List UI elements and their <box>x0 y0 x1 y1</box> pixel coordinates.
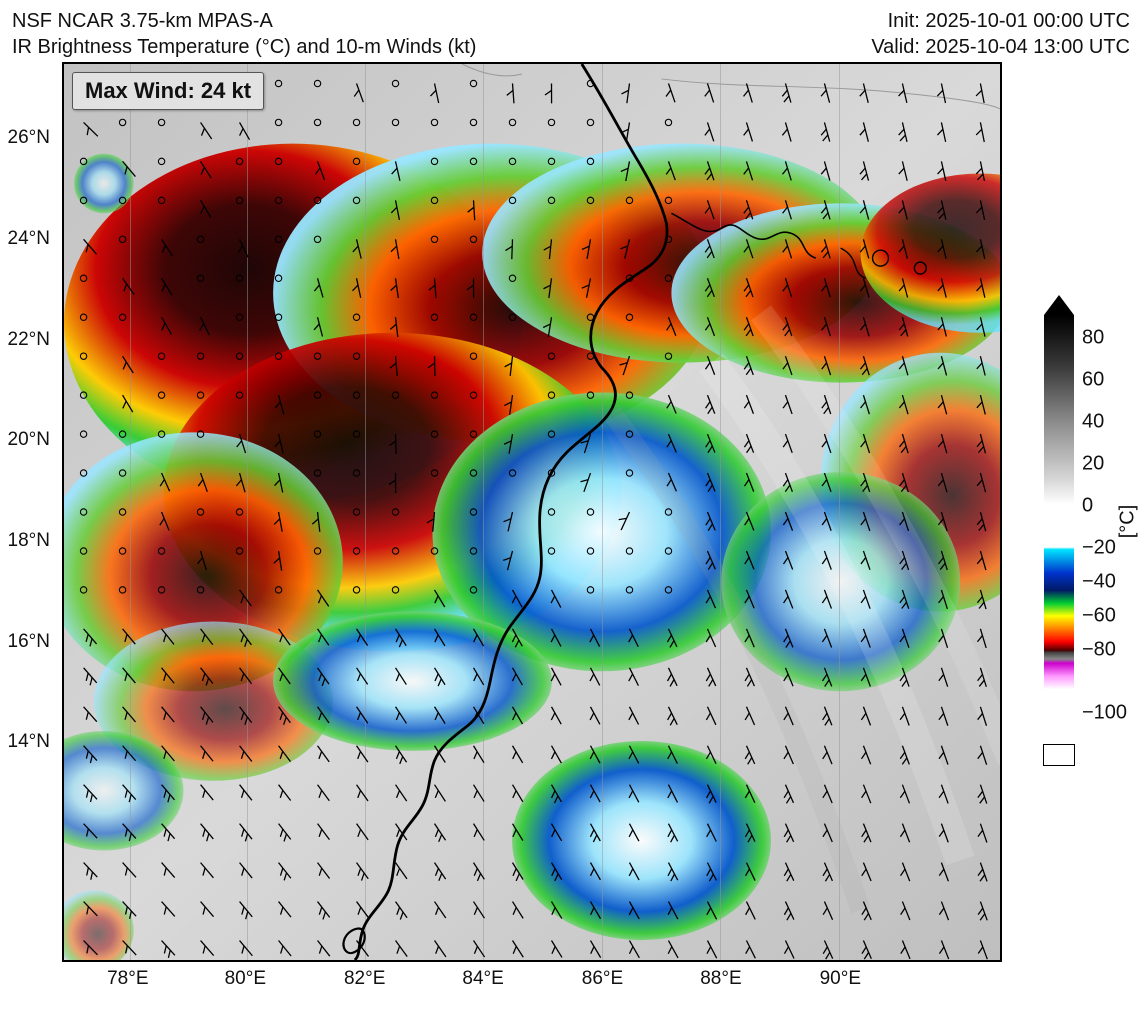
header-valid: Valid: 2025-10-04 13:00 UTC <box>871 34 1130 60</box>
xtick-82E: 82°E <box>335 968 395 990</box>
gridline-82E <box>365 64 366 960</box>
cbtick-20: 20 <box>1082 453 1104 476</box>
cbtick-neg20: −20 <box>1082 537 1116 560</box>
ytick-20N: 20°N <box>0 429 56 451</box>
gridline-78E <box>130 64 131 960</box>
max-wind-badge: Max Wind: 24 kt <box>72 72 264 110</box>
header-line1: NSF NCAR 3.75-km MPAS-A <box>12 8 476 34</box>
ytick-14N: 14°N <box>0 731 56 753</box>
gridline-88E <box>720 64 721 960</box>
cbtick-neg100: −100 <box>1082 701 1127 724</box>
ytick-22N: 22°N <box>0 329 56 351</box>
cbtick-neg60: −60 <box>1082 605 1116 628</box>
ytick-24N: 24°N <box>0 228 56 250</box>
map-background-texture <box>64 64 1000 960</box>
gridline-84E <box>483 64 484 960</box>
cbtick-60: 60 <box>1082 368 1104 391</box>
header-init: Init: 2025-10-01 00:00 UTC <box>871 8 1130 34</box>
cbtick-neg40: −40 <box>1082 571 1116 594</box>
weather-map-root: NSF NCAR 3.75-km MPAS-A IR Brightness Te… <box>0 0 1142 1032</box>
gridline-80E <box>247 64 248 960</box>
ytick-26N: 26°N <box>0 127 56 149</box>
ytick-16N: 16°N <box>0 631 56 653</box>
header-left-block: NSF NCAR 3.75-km MPAS-A IR Brightness Te… <box>12 8 476 60</box>
colorbar[interactable]: 80 60 40 20 0 −20 −40 −60 −80 −100 [°C] <box>1030 295 1140 765</box>
cbtick-40: 40 <box>1082 411 1104 434</box>
xtick-80E: 80°E <box>215 968 275 990</box>
header-line2: IR Brightness Temperature (°C) and 10-m … <box>12 34 476 60</box>
cbtick-0: 0 <box>1082 495 1093 518</box>
xtick-84E: 84°E <box>453 968 513 990</box>
xtick-90E: 90°E <box>810 968 870 990</box>
gridline-86E <box>602 64 603 960</box>
cbtick-80: 80 <box>1082 326 1104 349</box>
xtick-88E: 88°E <box>691 968 751 990</box>
xtick-78E: 78°E <box>98 968 158 990</box>
xtick-86E: 86°E <box>573 968 633 990</box>
colorbar-unit-label: [°C] <box>1117 505 1140 539</box>
colorbar-top-arrow <box>1044 295 1074 315</box>
colorbar-gradient-track <box>1044 315 1074 745</box>
ytick-18N: 18°N <box>0 530 56 552</box>
colorbar-bottom-arrow <box>1044 745 1074 765</box>
header-right-block: Init: 2025-10-01 00:00 UTC Valid: 2025-1… <box>871 8 1130 60</box>
satellite-map[interactable]: Max Wind: 24 kt <box>62 62 1002 962</box>
gridline-90E <box>839 64 840 960</box>
cbtick-neg80: −80 <box>1082 638 1116 661</box>
